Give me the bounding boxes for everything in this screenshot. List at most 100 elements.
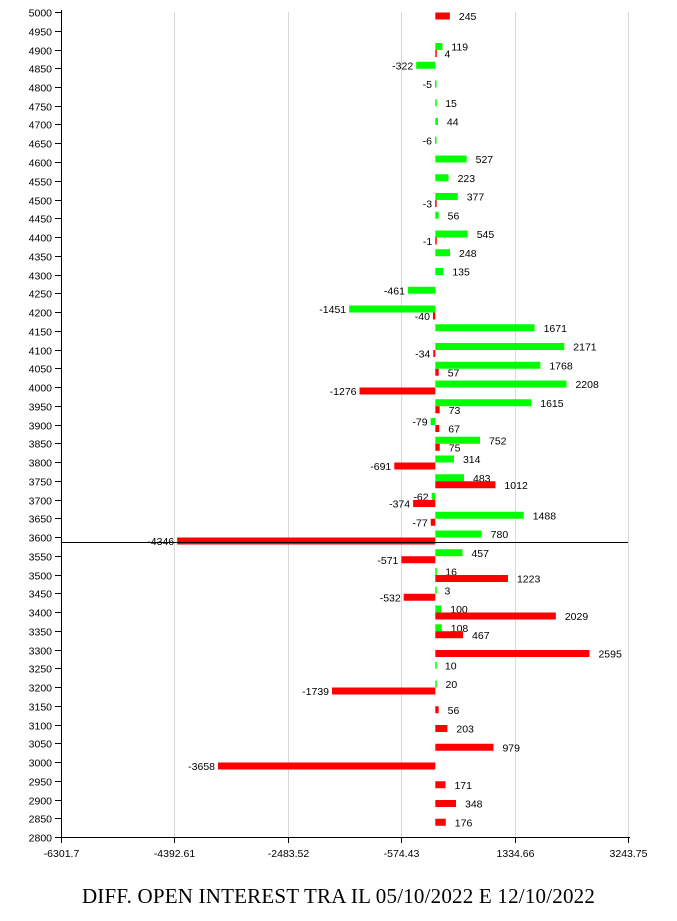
red-bar (177, 537, 436, 545)
red-bar (394, 462, 436, 470)
bar-value-label: 1223 (517, 574, 541, 586)
y-tick-label: 4450 (29, 214, 53, 226)
green-bar (435, 80, 437, 88)
y-tick-label: 3200 (29, 683, 53, 695)
bar-value-label: 135 (452, 267, 470, 279)
y-tick-label: 4700 (29, 120, 53, 132)
bar-value-label: -1 (423, 236, 432, 248)
y-tick-label: 4200 (29, 308, 53, 320)
y-tick-label: 3600 (29, 533, 53, 545)
y-tick-label: 4650 (29, 139, 53, 151)
y-tick-label: 3850 (29, 439, 53, 451)
bar-value-label: 176 (455, 817, 473, 829)
bar-value-label: -77 (413, 517, 428, 529)
y-tick-label: 3300 (29, 646, 53, 658)
green-bar (435, 680, 437, 688)
red-bar (435, 50, 437, 57)
bar-value-label: 57 (448, 367, 460, 379)
x-tick-label: -4392.61 (154, 848, 196, 860)
bar-value-label: 2208 (575, 379, 599, 391)
bar-value-label: 314 (463, 454, 481, 466)
y-tick-label: 4800 (29, 83, 53, 95)
red-bar (435, 650, 590, 657)
green-bar (431, 493, 436, 500)
green-bar (435, 436, 480, 444)
y-tick-label: 3500 (29, 571, 53, 583)
x-tick-label: 3243.75 (610, 848, 648, 860)
y-tick-label: 4850 (29, 64, 53, 76)
red-bar (435, 631, 464, 639)
bar-value-label: 248 (459, 248, 477, 260)
y-tick-label: 3350 (29, 627, 53, 639)
bar-value-label: 44 (447, 117, 459, 129)
bar-value-label: 75 (449, 442, 461, 454)
y-tick-label: 5000 (29, 8, 53, 20)
y-tick-label: 4300 (29, 271, 53, 283)
green-bar (435, 230, 468, 238)
green-bar (435, 43, 443, 50)
green-bar (435, 399, 532, 407)
bar-value-label: -40 (415, 311, 430, 323)
green-bar (435, 605, 442, 613)
y-tick-label: 2900 (29, 796, 53, 808)
red-bar (435, 368, 439, 376)
bar-value-label: 527 (476, 154, 494, 166)
bar-value-label: 223 (458, 173, 476, 185)
bar-value-label: 245 (459, 11, 477, 23)
bar-value-label: -79 (412, 417, 427, 429)
y-tick-label: 3100 (29, 721, 53, 733)
x-tick-label: -6301.7 (44, 848, 80, 860)
red-bar (332, 687, 436, 695)
red-bar (435, 481, 496, 489)
bar-value-label: -3658 (188, 761, 215, 773)
bar-value-label: 15 (445, 98, 457, 110)
y-tick-label: 3550 (29, 552, 53, 564)
bar-value-label: 20 (446, 679, 458, 691)
red-bar (435, 237, 437, 245)
green-bar (435, 530, 482, 538)
red-bar (435, 818, 446, 826)
green-bar (407, 286, 436, 294)
red-bar (435, 443, 440, 451)
bar-value-label: -1451 (319, 304, 346, 316)
bar-value-label: 16 (445, 567, 457, 579)
y-tick-label: 4900 (29, 46, 53, 58)
red-bar (401, 556, 436, 564)
green-bar (435, 155, 467, 163)
y-tick-label: 4750 (29, 102, 53, 114)
red-bar (435, 743, 494, 751)
x-tick-label: -574.43 (384, 848, 420, 860)
green-bar (435, 174, 449, 182)
red-bar (435, 612, 556, 620)
bar-value-label: -322 (392, 60, 413, 72)
green-bar (435, 380, 567, 388)
bar-value-label: -3 (423, 199, 432, 211)
red-bar (433, 350, 436, 357)
red-bar (435, 575, 508, 582)
red-bar (435, 425, 440, 432)
bar-value-label: 752 (489, 435, 507, 447)
y-tick-label: 3250 (29, 664, 53, 676)
y-tick-label: 3950 (29, 402, 53, 414)
bar-value-label: 1615 (540, 398, 564, 410)
bar-value-label: 780 (491, 529, 509, 541)
y-tick-label: 4950 (29, 27, 53, 39)
red-bar (435, 781, 446, 789)
bar-value-label: 56 (448, 210, 460, 222)
bar-value-label: 1488 (533, 510, 557, 522)
y-tick-label: 3050 (29, 739, 53, 751)
green-bar (435, 249, 451, 257)
y-tick-label: 4000 (29, 383, 53, 395)
bar-value-label: 56 (448, 705, 460, 717)
bar-value-label: -461 (384, 285, 405, 297)
y-tick-label: 4400 (29, 233, 53, 245)
y-tick-label: 3150 (29, 702, 53, 714)
chart-title: DIFF. OPEN INTEREST TRA IL 05/10/2022 E … (81, 884, 596, 908)
bar-value-label: -5 (423, 79, 432, 91)
green-bar (435, 568, 437, 575)
green-bar (435, 661, 437, 669)
green-bar (435, 361, 541, 369)
green-bar (416, 61, 436, 69)
x-tick-label: -2483.52 (268, 848, 310, 860)
y-tick-label: 4100 (29, 346, 53, 358)
